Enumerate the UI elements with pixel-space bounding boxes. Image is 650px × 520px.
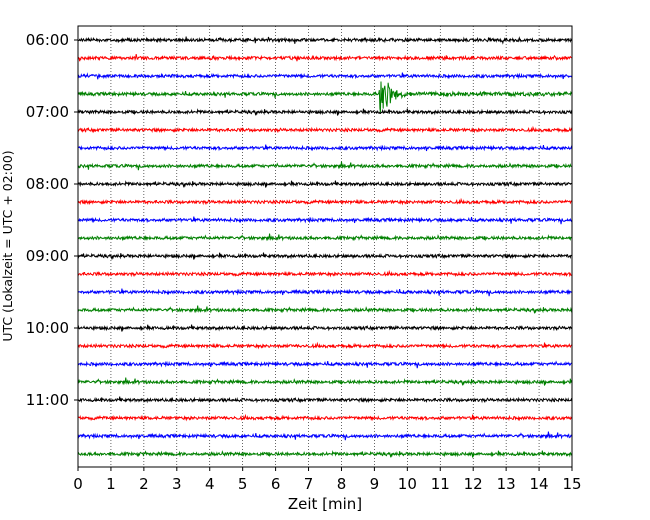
trace-line <box>77 125 573 134</box>
x-tick-label: 9 <box>370 475 380 493</box>
trace-line <box>77 431 573 441</box>
trace-line <box>77 288 573 297</box>
trace-line <box>77 396 573 404</box>
plot-frame <box>77 25 573 468</box>
trace-line <box>77 360 573 369</box>
trace-line <box>77 269 573 278</box>
y-axis-label: UTC (Lokalzeit = UTC + 02:00) <box>0 150 15 341</box>
y-tick-label: 08:00 <box>26 175 69 193</box>
trace-line <box>77 53 573 62</box>
x-tick-label: 1 <box>106 475 116 493</box>
trace-line <box>77 324 573 332</box>
trace-line <box>77 305 573 314</box>
y-tick-label: 06:00 <box>26 31 69 49</box>
x-tick-label: 12 <box>464 475 483 493</box>
x-tick-label: 10 <box>398 475 417 493</box>
trace-line <box>77 36 573 45</box>
trace-line <box>77 341 573 350</box>
trace-line <box>77 161 573 171</box>
trace-line <box>77 216 573 225</box>
x-tick-label: 11 <box>431 475 450 493</box>
x-tick-label: 3 <box>172 475 182 493</box>
y-tick-label: 07:00 <box>26 103 69 121</box>
x-axis: 0 1 2 3 4 5 6 7 8 9 10 11 12 13 14 15 <box>73 467 582 493</box>
traces-group <box>77 36 573 458</box>
x-tick-label: 7 <box>304 475 314 493</box>
x-tick-label: 5 <box>238 475 248 493</box>
y-tick-label: 09:00 <box>26 247 69 265</box>
x-tick-label: 14 <box>530 475 549 493</box>
trace-line <box>77 108 573 116</box>
trace-line <box>77 197 573 206</box>
trace-line <box>77 413 573 422</box>
trace-line <box>77 377 573 386</box>
x-tick-label: 6 <box>271 475 281 493</box>
trace-line <box>77 252 573 260</box>
trace-line <box>77 180 573 188</box>
trace-line <box>77 72 573 80</box>
x-tick-label: 2 <box>139 475 149 493</box>
plot-background <box>78 26 572 467</box>
x-tick-label: 8 <box>337 475 347 493</box>
x-tick-label: 13 <box>497 475 516 493</box>
x-axis-label: Zeit [min] <box>288 495 362 513</box>
y-axis: 06:00 07:00 08:00 09:00 10:00 11:00 <box>26 31 78 409</box>
x-tick-label: 15 <box>562 475 581 493</box>
x-tick-label: 0 <box>73 475 83 493</box>
x-tick-label: 4 <box>205 475 215 493</box>
y-tick-label: 11:00 <box>26 391 69 409</box>
y-tick-label: 10:00 <box>26 319 69 337</box>
trace-line <box>77 144 573 152</box>
trace-line <box>77 450 573 458</box>
trace-line <box>77 233 573 242</box>
trace-line <box>77 81 573 113</box>
